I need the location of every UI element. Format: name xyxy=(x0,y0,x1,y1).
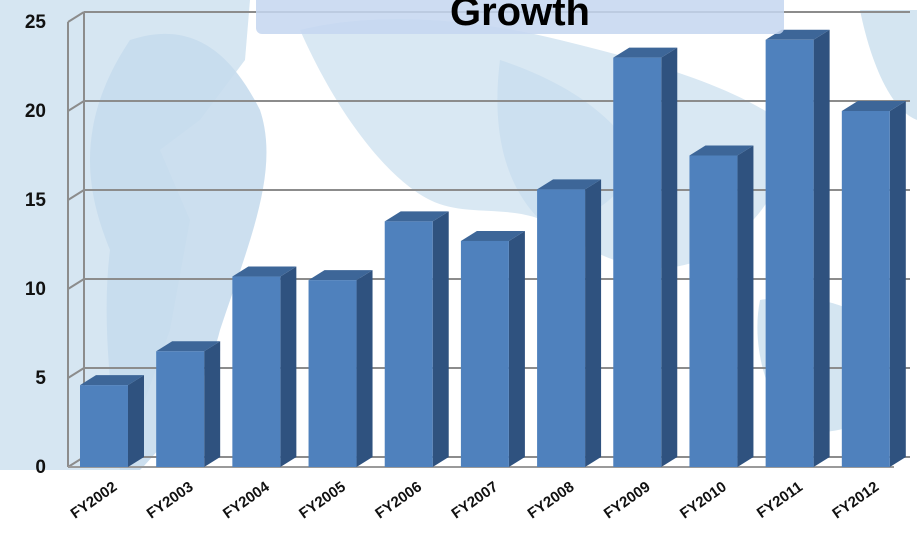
bar-side xyxy=(813,29,830,468)
bar-FY2007 xyxy=(460,230,525,467)
bar-top xyxy=(308,270,373,281)
x-tick-label: FY2005 xyxy=(296,478,349,522)
bar-FY2011 xyxy=(765,29,830,468)
gridline-depth xyxy=(67,278,85,290)
bar-side xyxy=(127,375,144,467)
y-tick-labels: 0 5 10 15 20 25 xyxy=(25,12,47,478)
y-tick-label: 0 xyxy=(35,457,46,478)
bar-side xyxy=(661,47,678,467)
bar-side xyxy=(280,266,297,467)
bar-top xyxy=(460,230,525,241)
y-tick-label: 15 xyxy=(25,190,47,211)
bar-front xyxy=(537,189,586,467)
x-tick-label: FY2011 xyxy=(754,478,806,522)
bar-FY2004 xyxy=(232,266,297,467)
bar-front xyxy=(384,221,433,467)
gridline-depth xyxy=(67,100,85,112)
bar-side xyxy=(432,211,449,467)
bar-top xyxy=(80,375,144,386)
bar-front xyxy=(232,276,281,467)
bars xyxy=(80,29,906,468)
title-box: Growth xyxy=(256,0,784,34)
x-tick-label: FY2006 xyxy=(372,478,425,522)
bar-front xyxy=(841,111,890,467)
x-tick-label: FY2012 xyxy=(829,478,882,522)
x-tick-label: FY2002 xyxy=(67,478,120,522)
bar-side xyxy=(204,341,221,467)
y-tick-label: 20 xyxy=(25,101,46,122)
bar-front xyxy=(156,351,205,467)
bar-top xyxy=(613,47,678,58)
bar-FY2002 xyxy=(80,375,144,467)
bar-side xyxy=(356,270,373,467)
bar-FY2003 xyxy=(156,341,221,467)
bar-FY2006 xyxy=(384,211,449,467)
bar-front xyxy=(765,39,814,468)
bar-top xyxy=(156,341,221,352)
chart-title: Growth xyxy=(450,0,590,34)
gridline-depth xyxy=(67,189,85,201)
bar-top xyxy=(841,101,906,111)
gridline-depth xyxy=(67,367,85,379)
bar-side xyxy=(889,101,906,467)
bar-front xyxy=(80,385,128,467)
bar-side xyxy=(508,230,525,467)
y-tick-label: 25 xyxy=(25,12,47,33)
bar-front xyxy=(613,57,662,467)
x-tick-label: FY2008 xyxy=(525,478,578,522)
bar-FY2005 xyxy=(308,270,373,467)
bar-FY2010 xyxy=(689,145,754,467)
x-tick-label: FY2003 xyxy=(144,478,197,522)
bar-front xyxy=(460,240,509,467)
bar-front xyxy=(308,280,357,467)
x-tick-label: FY2007 xyxy=(448,478,501,522)
x-tick-labels: FY2002 FY2003 FY2004 FY2005 FY2006 FY2007 FY20… xyxy=(67,478,882,522)
x-tick-label: FY2010 xyxy=(677,478,730,522)
bar-front xyxy=(689,155,738,467)
y-tick-label: 5 xyxy=(35,368,46,389)
y-tick-label: 10 xyxy=(25,279,46,300)
bar-FY2008 xyxy=(537,179,602,467)
gridline-depth xyxy=(67,11,85,23)
x-tick-label: FY2009 xyxy=(601,478,654,522)
bar-top xyxy=(232,266,297,277)
x-tick-label: FY2004 xyxy=(220,478,273,522)
bar-top xyxy=(384,211,449,222)
bar-side xyxy=(737,145,754,467)
bar-FY2012 xyxy=(841,101,906,467)
bar-top xyxy=(689,145,754,156)
bar-top xyxy=(537,179,602,190)
bar-FY2009 xyxy=(613,47,678,467)
bar-side xyxy=(585,179,602,467)
